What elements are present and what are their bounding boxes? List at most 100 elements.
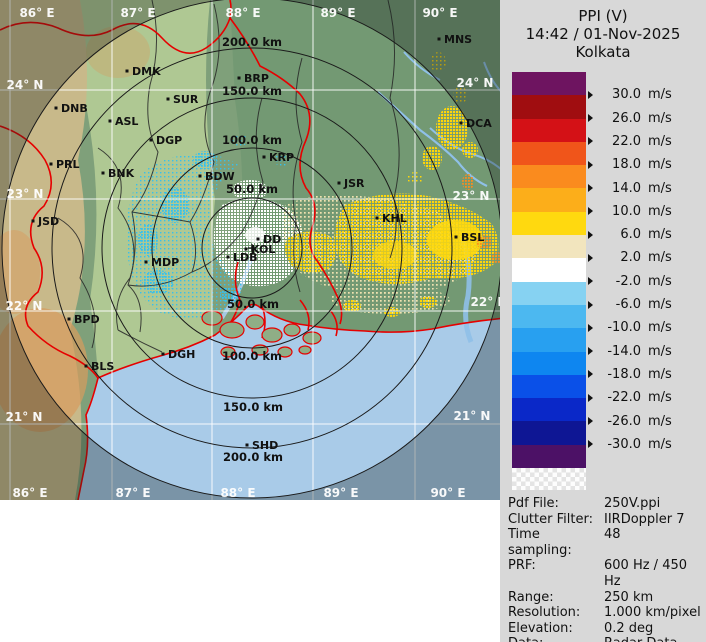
legend-tick-labels: 30.0 m/s 26.0 m/s 22.0 m/s 18.0 m/s 14.0 m/s 10.0 m… [588, 72, 694, 492]
station-marker [125, 69, 129, 73]
tick-arrow-icon [588, 300, 593, 309]
tick-value: 26.0 [612, 110, 641, 126]
tick-arrow-icon [588, 184, 593, 192]
legend-swatch [512, 398, 586, 422]
legend-tick: 6.0 m/s [588, 226, 672, 243]
tick-unit: m/s [648, 413, 672, 429]
tick-value: 10.0 [612, 203, 641, 219]
legend-swatch [512, 188, 586, 212]
grid-coordinate-label: 21° N [6, 410, 43, 424]
station-marker [198, 174, 202, 178]
tick-unit: m/s [648, 320, 672, 336]
range-ring [201, 197, 303, 299]
radar-map: 86° E 87° E 88° E 89° E 90° E 86° E 87° E 88° E… [0, 0, 506, 502]
station-marker [49, 162, 53, 166]
station-label: DGP [156, 134, 182, 147]
legend-swatch [512, 118, 586, 142]
tick-value: 30.0 [612, 87, 641, 103]
tick-arrow-icon [588, 393, 593, 402]
tick-value: -30.0 [607, 436, 641, 452]
info-panel: PPI (V) 14:42 / 01-Nov-2025 Kolkata 30.0… [500, 0, 706, 642]
tick-value: 14.0 [612, 180, 641, 196]
legend-tick: -26.0 m/s [588, 413, 672, 430]
legend-tick: 26.0 m/s [588, 110, 672, 127]
tick-arrow-icon [588, 417, 593, 425]
station-marker [437, 37, 441, 41]
station-marker [161, 352, 165, 356]
range-ring-label: 200.0 km [222, 35, 282, 49]
station-label: LDB [233, 251, 258, 264]
legend-tick: 18.0 m/s [588, 156, 672, 173]
out-of-range-dim [0, 0, 502, 500]
tick-arrow-icon [588, 347, 593, 356]
tick-unit: m/s [648, 343, 672, 359]
grid-coordinate-label: 88° E [220, 486, 255, 500]
grid-coordinate-label: 90° E [422, 6, 457, 20]
station-label: ASL [115, 115, 138, 128]
metadata-value: 250V.ppi [604, 496, 661, 511]
metadata-row: Data:Radar Data [508, 636, 702, 642]
station-label: DD [263, 233, 281, 246]
range-ring [51, 47, 453, 449]
legend-colorbar [512, 72, 586, 491]
metadata-value: IIRDoppler 7 [604, 511, 685, 527]
grid-coordinate-label: 87° E [115, 486, 150, 500]
metadata-label: Pdf File: [508, 496, 559, 511]
metadata-value: 600 Hz / 450 Hz [604, 558, 688, 589]
tick-value: -14.0 [607, 343, 641, 359]
tick-arrow-icon [588, 137, 593, 146]
tick-value: 6.0 [620, 227, 641, 243]
station-marker [144, 260, 148, 264]
station-label: JSD [37, 215, 59, 228]
legend-swatch [512, 281, 586, 305]
tick-value: -2.0 [615, 273, 641, 289]
station-label: PRL [56, 158, 80, 171]
metadata-label: PRF: [508, 558, 536, 574]
grid-coordinate-label: 86° E [12, 486, 47, 500]
product-datetime: 14:42 / 01-Nov-2025 [525, 25, 681, 43]
tick-arrow-icon [588, 253, 593, 262]
tick-unit: m/s [648, 273, 672, 289]
panel-header: PPI (V) 14:42 / 01-Nov-2025 Kolkata [500, 7, 706, 61]
metadata-row: Time sampling: 48 [508, 527, 702, 558]
station-marker [454, 235, 458, 239]
grid-coordinate-label: 88° E [225, 6, 260, 20]
legend-swatch [512, 351, 586, 375]
legend-swatch [512, 235, 586, 259]
tick-value: -18.0 [607, 366, 641, 382]
tick-value: -10.0 [607, 320, 641, 336]
tick-arrow-icon [588, 323, 593, 332]
tick-unit: m/s [648, 250, 672, 266]
legend-swatch [512, 328, 586, 352]
radar-map-canvas: 86° E 87° E 88° E 89° E 90° E 86° E 87° E 88° E… [0, 0, 506, 502]
range-rings-layer [51, 47, 453, 449]
grid-coordinate-label: 24° N [457, 76, 494, 90]
legend-tick: 10.0 m/s [588, 203, 672, 220]
station-label: BPD [74, 313, 100, 326]
tick-arrow-icon [588, 90, 593, 99]
metadata-label: Time sampling: [508, 527, 572, 558]
echo-layer [125, 52, 503, 319]
legend-tick: -2.0 m/s [588, 273, 672, 290]
tick-value: 22.0 [612, 133, 641, 149]
legend-tick: 30.0 m/s [588, 86, 672, 103]
grid-coordinate-label: 89° E [323, 486, 358, 500]
grid-coordinate-label: 24° N [7, 78, 44, 92]
metadata-value: 0.2 deg [604, 620, 654, 636]
range-ring-label: 50.0 km [226, 182, 278, 196]
legend-no-data-swatch [512, 468, 586, 491]
tick-unit: m/s [648, 436, 672, 452]
metadata-value: 250 km [604, 589, 654, 605]
station-label: BLS [91, 360, 114, 373]
tick-arrow-icon [588, 160, 593, 169]
station-marker [149, 138, 153, 142]
legend-swatch [512, 95, 586, 119]
metadata-row: Pdf File: 250V.ppi [508, 496, 702, 512]
tick-unit: m/s [648, 180, 672, 196]
legend-tick: -18.0 m/s [588, 366, 672, 383]
boundary-layer [0, 0, 506, 501]
product-metadata: Pdf File: 250V.ppi Clutter Filter: IIRDoppl… [508, 496, 702, 642]
station-marker [256, 237, 260, 241]
station-label: DNB [61, 102, 88, 115]
